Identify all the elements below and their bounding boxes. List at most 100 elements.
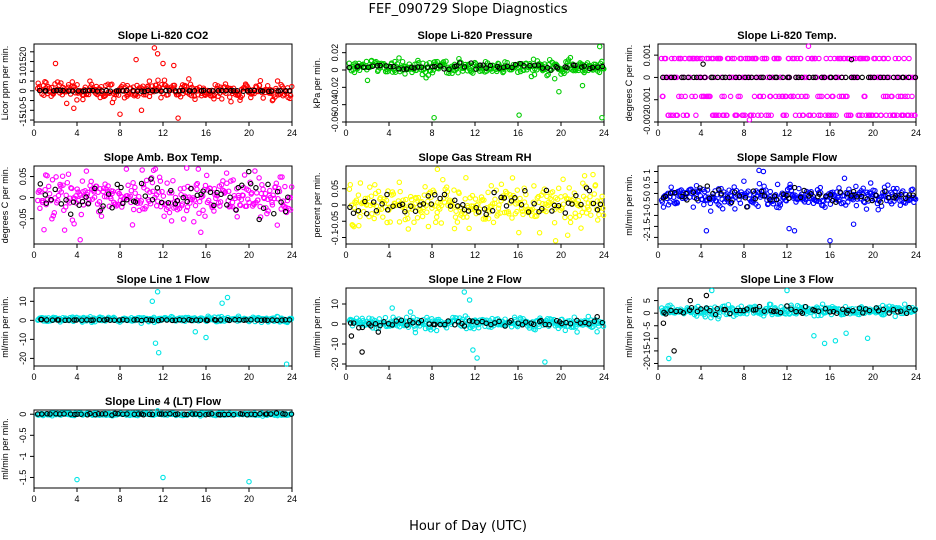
outlier-point (666, 355, 672, 362)
outlier-point (542, 359, 548, 365)
highlight-point (850, 308, 856, 314)
highlight-point (522, 188, 528, 194)
highlight-point (146, 411, 153, 418)
data-point (824, 93, 830, 100)
highlight-point (756, 303, 763, 310)
x-tick-label: 24 (911, 250, 921, 260)
data-point (838, 55, 844, 62)
highlight-point (356, 325, 362, 331)
highlight-point (668, 74, 675, 81)
data-point (356, 222, 362, 229)
data-point (802, 93, 809, 100)
data-point (211, 96, 217, 102)
data-point (531, 183, 537, 189)
data-point (105, 81, 111, 88)
data-point (269, 199, 275, 206)
data-point (88, 81, 95, 88)
data-point (429, 316, 435, 322)
x-tick-label: 12 (470, 250, 480, 260)
data-point (130, 180, 136, 186)
data-point (146, 78, 153, 84)
y-tick-label: -0.5 (18, 428, 28, 444)
highlight-point (49, 317, 56, 323)
data-point (438, 202, 445, 209)
highlight-point (246, 168, 252, 175)
highlight-point (256, 216, 262, 223)
highlight-point (525, 209, 532, 215)
highlight-point (718, 191, 724, 197)
data-point (518, 205, 525, 212)
data-point (443, 58, 449, 65)
highlight-point (251, 87, 258, 94)
highlight-point (275, 88, 281, 94)
data-point (452, 214, 459, 220)
highlight-point (368, 323, 374, 329)
highlight-point (403, 66, 410, 72)
data-point (259, 182, 265, 188)
highlight-point (903, 310, 910, 317)
data-point (419, 213, 426, 220)
highlight-point (750, 188, 757, 194)
highlight-point (374, 63, 381, 69)
highlight-point (53, 411, 59, 417)
highlight-point (760, 74, 766, 81)
x-tick-label: 20 (244, 128, 254, 138)
outlier-point (175, 115, 181, 121)
data-point (767, 188, 774, 195)
data-point (462, 196, 468, 202)
data-point (684, 112, 691, 119)
highlight-point (663, 74, 670, 81)
data-point (726, 55, 732, 62)
outlier-point (155, 349, 162, 356)
data-point (253, 190, 260, 196)
highlight-point (165, 200, 172, 206)
highlight-point (370, 199, 377, 205)
data-point (46, 191, 53, 197)
highlight-point (758, 74, 764, 81)
highlight-point (55, 317, 62, 323)
data-point (668, 112, 674, 119)
highlight-point (60, 87, 66, 94)
y-tick-label: -1.5 (18, 470, 28, 486)
highlight-point (441, 191, 448, 198)
data-point (815, 112, 822, 119)
highlight-point (432, 63, 438, 70)
data-point (507, 192, 513, 198)
data-point (270, 192, 276, 199)
x-tick-label: 0 (31, 128, 36, 138)
data-point (536, 230, 543, 236)
data-point (275, 196, 281, 202)
data-point (596, 211, 602, 218)
highlight-point (99, 411, 105, 417)
data-point (478, 198, 484, 204)
data-point (707, 200, 714, 207)
x-tick-label: 12 (782, 250, 792, 260)
data-point (737, 93, 743, 100)
highlight-point (864, 196, 870, 202)
highlight-point (411, 65, 418, 71)
data-point (532, 326, 538, 333)
highlight-point (88, 317, 94, 324)
highlight-point (447, 203, 454, 209)
highlight-point (509, 64, 515, 71)
data-point (53, 174, 59, 180)
data-points (658, 167, 919, 244)
y-tick-label: -0.002 (642, 109, 652, 135)
highlight-point (727, 310, 733, 317)
x-tick-label: 8 (429, 128, 434, 138)
highlight-point (589, 64, 596, 71)
highlight-point (273, 410, 280, 416)
data-point (551, 219, 558, 226)
highlight-point (742, 74, 748, 81)
outlier-point (700, 61, 706, 67)
data-point (676, 93, 682, 100)
data-point (830, 93, 836, 100)
highlight-point (736, 74, 743, 81)
highlight-point (791, 184, 798, 191)
data-point (701, 201, 707, 208)
data-point (674, 200, 681, 206)
highlight-point (102, 411, 109, 417)
data-points (34, 408, 295, 485)
highlight-point (474, 319, 480, 325)
highlight-point (188, 185, 194, 192)
